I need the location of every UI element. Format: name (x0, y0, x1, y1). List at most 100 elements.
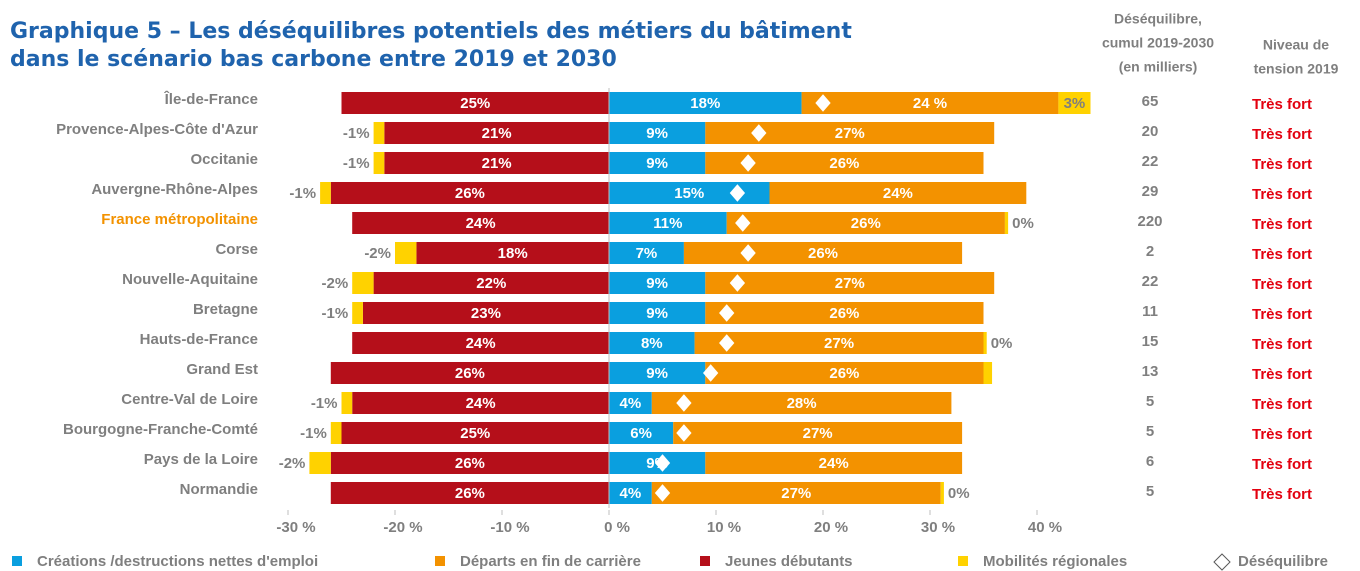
legend-label: Départs en fin de carrière (460, 553, 641, 570)
bar-segment (705, 272, 995, 294)
balance-marker (719, 334, 735, 352)
bar-segment (330, 482, 609, 504)
data-label: -1% (343, 125, 370, 142)
bar-segment (705, 452, 963, 474)
bar-segment (330, 362, 609, 384)
bar-segment (609, 92, 802, 114)
tension-value: Très fort (1252, 276, 1312, 293)
data-label: 0% (948, 485, 970, 502)
category-label: Corse (215, 241, 258, 258)
tension-value: Très fort (1252, 396, 1312, 413)
imbalance-value: 5 (1146, 423, 1154, 440)
bar-segment (341, 422, 609, 444)
data-label: 0% (991, 335, 1013, 352)
data-label: 4% (620, 485, 642, 502)
bar-segment (609, 392, 652, 414)
imbalance-value: 29 (1142, 183, 1159, 200)
imbalance-value: 13 (1142, 363, 1159, 380)
balance-marker (654, 454, 671, 472)
bar-segment (651, 482, 941, 504)
bar-segment (352, 302, 363, 324)
data-label: 26% (455, 365, 485, 382)
data-label: 4% (620, 395, 642, 412)
bar-segment (673, 422, 963, 444)
x-tick-label: -30 % (276, 519, 315, 536)
data-label: -2% (322, 275, 349, 292)
data-label: 25% (460, 425, 490, 442)
bar-segment (609, 182, 770, 204)
bar-segment (341, 92, 609, 114)
legend-swatch (1213, 553, 1231, 571)
bar-segment (705, 362, 984, 384)
legend-label: Mobilités régionales (983, 553, 1127, 570)
imbalance-value: 65 (1142, 93, 1159, 110)
data-label: 27% (835, 125, 865, 142)
data-label: 26% (829, 155, 859, 172)
bar-segment (330, 452, 609, 474)
bar-segment (352, 212, 609, 234)
data-label: -1% (289, 185, 316, 202)
bar-segment (683, 242, 963, 264)
bar-segment (705, 152, 984, 174)
category-label: France métropolitaine (101, 211, 258, 228)
bar-segment (609, 482, 652, 504)
category-label: Centre-Val de Loire (121, 391, 258, 408)
data-label: 26% (808, 245, 838, 262)
category-label: Provence-Alpes-Côte d'Azur (56, 121, 258, 138)
tension-value: Très fort (1252, 486, 1312, 503)
bar-segment (983, 362, 993, 384)
balance-marker (751, 124, 767, 142)
bar-segment (362, 302, 609, 324)
data-label: 8% (641, 335, 663, 352)
data-label: 22% (476, 275, 506, 292)
tension-value: Très fort (1252, 306, 1312, 323)
balance-marker (815, 94, 831, 112)
data-label: 9% (646, 305, 668, 322)
category-label: Auvergne-Rhône-Alpes (91, 181, 258, 198)
category-label: Bretagne (193, 301, 258, 318)
bar-segment (352, 332, 609, 354)
bar-segment (384, 152, 609, 174)
balance-marker (676, 424, 692, 442)
bar-segment (384, 122, 609, 144)
data-label: 24% (466, 335, 496, 352)
data-label: 0% (1012, 215, 1034, 232)
data-label: 9% (646, 275, 668, 292)
category-label: Normandie (180, 481, 258, 498)
category-label: Pays de la Loire (144, 451, 258, 468)
balance-marker (702, 364, 719, 382)
legend-swatch (12, 556, 22, 566)
column-header: Déséquilibre, (1114, 11, 1202, 27)
data-label: 27% (824, 335, 854, 352)
bar-segment (609, 362, 706, 384)
x-tick-label: 30 % (921, 519, 955, 536)
data-label: -2% (279, 455, 306, 472)
bar-segment (609, 422, 674, 444)
bar-segment (609, 212, 727, 234)
data-label: 15% (674, 185, 704, 202)
bar-segment (694, 332, 984, 354)
data-label: 27% (781, 485, 811, 502)
x-tick-label: 40 % (1028, 519, 1062, 536)
category-label: Hauts-de-France (140, 331, 258, 348)
category-label: Bourgogne-Franche-Comté (63, 421, 258, 438)
tension-value: Très fort (1252, 186, 1312, 203)
balance-marker (735, 214, 751, 232)
x-tick-label: -10 % (490, 519, 529, 536)
data-label: 7% (636, 245, 658, 262)
imbalance-value: 22 (1142, 153, 1159, 170)
category-label: Nouvelle-Aquitaine (122, 271, 258, 288)
column-header: tension 2019 (1254, 61, 1339, 77)
column-header: Niveau de (1263, 37, 1329, 53)
bar-segment (352, 392, 609, 414)
data-label: 24 % (913, 95, 947, 112)
imbalance-value: 220 (1137, 213, 1162, 230)
balance-marker (719, 304, 735, 322)
data-label: 24% (466, 215, 496, 232)
bar-segment (416, 242, 609, 264)
bar-segment (609, 302, 706, 324)
bar-segment (726, 212, 1005, 234)
tension-value: Très fort (1252, 426, 1312, 443)
tension-value: Très fort (1252, 126, 1312, 143)
bar-segment (1004, 212, 1009, 234)
